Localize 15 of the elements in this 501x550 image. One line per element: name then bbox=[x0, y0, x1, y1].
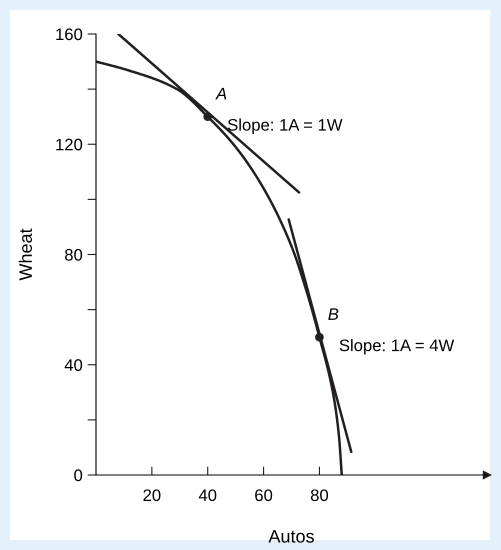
y-tick-label: 80 bbox=[64, 248, 82, 261]
y-tick-label: 0 bbox=[74, 469, 82, 482]
x-tick-label: 60 bbox=[255, 489, 272, 502]
annotation: A bbox=[215, 88, 226, 100]
y-tick-label: 40 bbox=[64, 359, 82, 371]
annotation: Slope: 1A = 1W bbox=[228, 118, 342, 134]
annotation: B bbox=[328, 308, 338, 320]
x-axis-title: Autos bbox=[268, 530, 314, 543]
x-tick-label: 80 bbox=[310, 489, 328, 502]
y-axis-title: Wheat bbox=[18, 228, 32, 281]
annotation: Slope: 1A = 4W bbox=[340, 339, 454, 355]
y-tick-label: 160 bbox=[56, 28, 82, 40]
x-tick-label: 20 bbox=[143, 489, 160, 502]
x-tick-label: 40 bbox=[198, 489, 216, 502]
y-tick-label: 120 bbox=[56, 138, 82, 150]
